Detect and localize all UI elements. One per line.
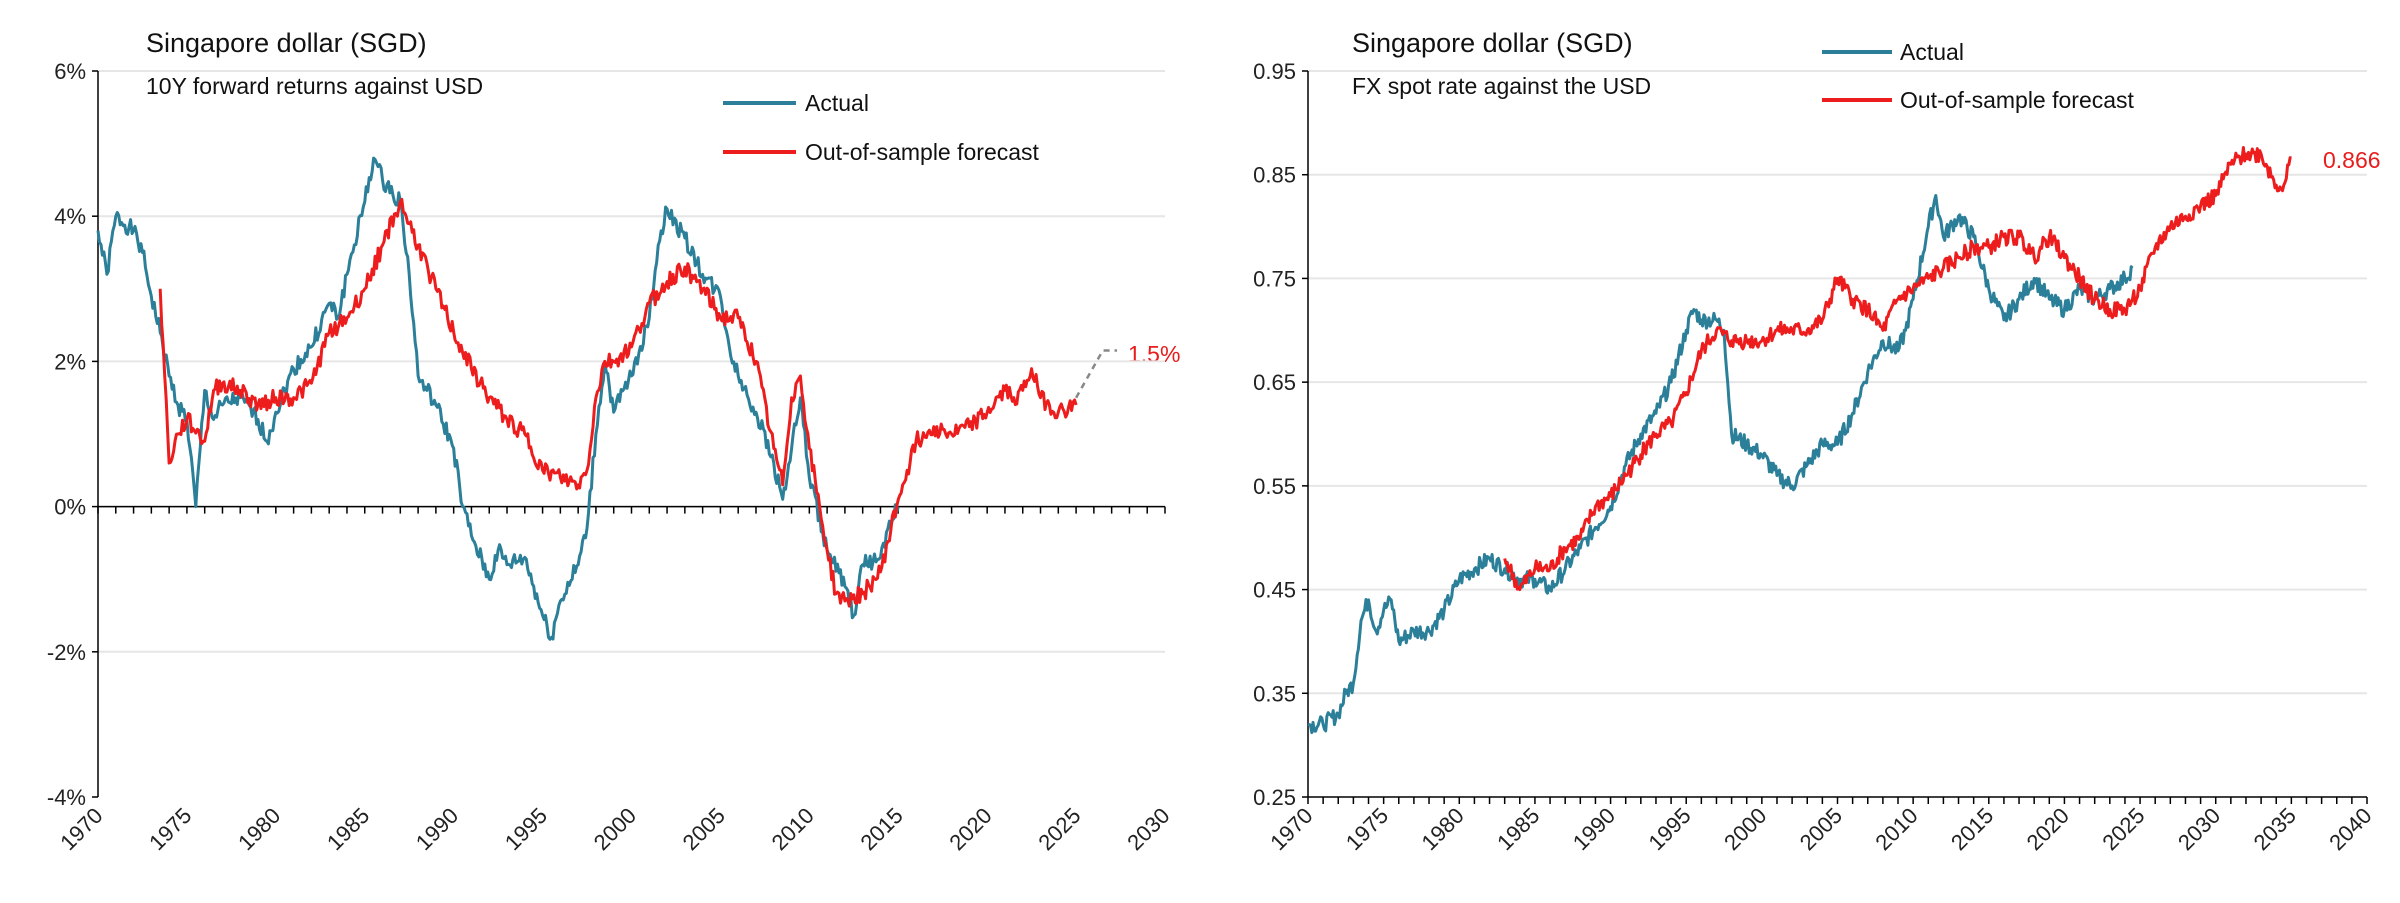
x-tick-label: 2010 [767,803,819,855]
x-tick-label: 1980 [233,803,285,855]
y-tick-label: 0.85 [1253,163,1296,188]
end-value-label: 1.5% [1128,341,1180,367]
chart-title: Singapore dollar (SGD) [146,28,427,58]
x-tick-label: 1975 [144,803,196,855]
chart-subtitle: FX spot rate against the USD [1352,73,1651,99]
x-tick-label: 2000 [589,803,641,855]
y-tick-label: 0% [54,495,86,520]
y-tick-label: 6% [54,59,86,84]
legend: Actual Out-of-sample forecast [1822,39,2135,113]
x-tick-label: 2035 [2249,803,2301,855]
x-tick-label: 2005 [678,803,730,855]
chart-title: Singapore dollar (SGD) [1352,28,1633,58]
x-tick-label: 1990 [411,803,463,855]
x-tick-label: 2025 [2097,803,2149,855]
x-tick-label: 2015 [855,803,907,855]
y-tick-label: -2% [47,640,86,665]
x-tick-label: 2010 [1870,803,1922,855]
x-tick-label: 1970 [55,803,107,855]
x-tick-label: 2025 [1033,803,1085,855]
x-tick-label: 2000 [1719,803,1771,855]
x-tick-label: 1985 [1492,803,1544,855]
y-tick-label: 4% [54,204,86,229]
chart-subtitle: 10Y forward returns against USD [146,73,483,99]
x-tick-label: 2030 [2173,803,2225,855]
x-tick-label: 2005 [1795,803,1847,855]
x-tick-label: 2020 [2022,803,2074,855]
y-tick-label: 0.55 [1253,474,1296,499]
x-tick-label: 1995 [1643,803,1695,855]
x-tick-label: 1985 [322,803,374,855]
x-tick-label: 2040 [2324,803,2376,855]
series-forecast-line [1503,146,2292,592]
y-tick-label: 0.45 [1253,578,1296,603]
x-tick-label: 1980 [1417,803,1469,855]
x-tick-label: 1990 [1568,803,1620,855]
end-value-label: 0.866 [2323,147,2381,173]
series-actual-line [96,156,900,641]
y-tick-label: 0.35 [1253,681,1296,706]
y-tick-label: 0.25 [1253,785,1296,810]
y-tick-label: 0.75 [1253,266,1296,291]
chart-fx-spot: Singapore dollar (SGD) FX spot rate agai… [1253,28,2380,855]
x-tick-label: 1975 [1341,803,1393,855]
series-actual-line [1307,194,2134,735]
y-tick-label: 2% [54,349,86,374]
legend: Actual Out-of-sample forecast [723,90,1040,165]
y-tick-label: 0.65 [1253,370,1296,395]
y-tick-label: -4% [47,785,86,810]
legend-label-forecast: Out-of-sample forecast [805,139,1040,165]
x-tick-label: 2030 [1122,803,1174,855]
legend-label-actual: Actual [1900,39,1964,65]
x-tick-label: 2015 [1946,803,1998,855]
x-tick-label: 1995 [500,803,552,855]
x-tick-label: 1970 [1265,803,1317,855]
legend-label-actual: Actual [805,90,869,116]
x-tick-label: 2020 [944,803,996,855]
series-forecast-line [158,197,1078,608]
series-projection-line [1075,349,1117,399]
legend-label-forecast: Out-of-sample forecast [1900,87,2135,113]
y-tick-label: 0.95 [1253,59,1296,84]
chart-fx-returns: Singapore dollar (SGD) 10Y forward retur… [47,28,1181,855]
